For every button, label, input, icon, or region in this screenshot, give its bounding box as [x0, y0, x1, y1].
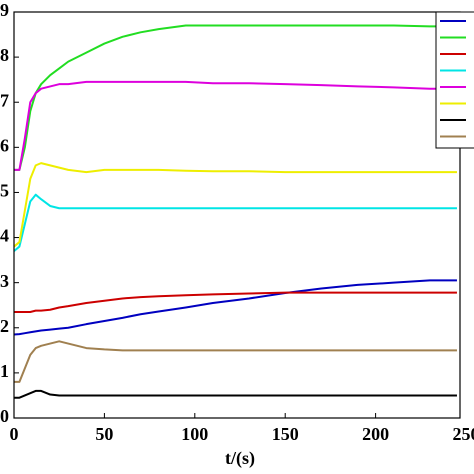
- y-tick-label: 6: [0, 135, 9, 155]
- y-tick-label: 8: [0, 45, 9, 65]
- x-tick-label: 50: [95, 424, 113, 444]
- y-tick-label: 4: [0, 226, 9, 246]
- series-line: [14, 340, 457, 383]
- x-tick-label: 150: [272, 424, 299, 444]
- y-tick-label: 7: [0, 90, 9, 110]
- y-tick-label: 1: [0, 361, 9, 381]
- legend-box: [435, 11, 474, 149]
- series-line: [13, 279, 457, 336]
- series-line: [14, 291, 457, 313]
- x-tick-label: 0: [10, 424, 19, 444]
- series-line: [13, 193, 457, 252]
- y-tick-label: 9: [0, 0, 9, 20]
- x-axis-label: t/(s): [225, 448, 255, 469]
- series-line: [14, 80, 457, 171]
- y-tick-label: 3: [0, 271, 9, 291]
- series-line: [14, 24, 457, 171]
- x-tick-label: 200: [362, 424, 389, 444]
- y-tick-label: 0: [0, 406, 9, 426]
- x-tick-label: 250: [453, 424, 474, 444]
- y-tick-label: 2: [0, 316, 9, 336]
- y-tick-label: 5: [0, 181, 9, 201]
- series-line: [14, 389, 457, 399]
- x-tick-label: 100: [181, 424, 208, 444]
- plot-frame: [13, 11, 461, 419]
- series-line: [13, 162, 457, 248]
